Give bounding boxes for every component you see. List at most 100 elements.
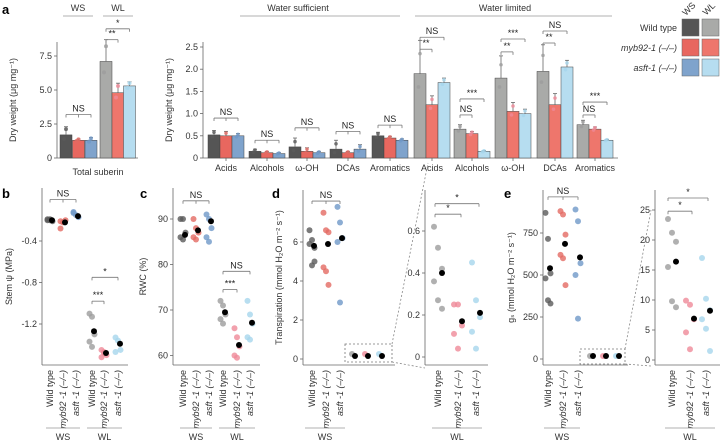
panel-e-inset-data-point <box>673 304 679 311</box>
data-point <box>521 113 526 118</box>
panel-e-x-label: asft -1 (–/–) <box>573 370 583 416</box>
panel-e-inset-data-point <box>673 238 679 245</box>
data-point <box>416 85 421 89</box>
panel-d-data-point <box>325 281 332 288</box>
panel-b-data-point <box>86 338 93 345</box>
bar-Alcohols-WL-myb <box>465 133 479 159</box>
data-point <box>116 84 120 89</box>
data-point <box>497 85 502 89</box>
panel-a2-y-label: Dry weight (μg mg⁻¹) <box>164 58 174 142</box>
x-label-Acids: Acids <box>215 163 238 173</box>
panel-e-inset-y-tick-label: 20 <box>640 235 650 245</box>
panel-c-mean-point <box>236 342 242 349</box>
sig-DCAs-label: NS <box>342 120 355 130</box>
panel-d-x-label: asft -1 (–/–) <box>335 370 345 416</box>
sig-Aromatics-label: *** <box>590 91 601 101</box>
legend-swatch-ws-wt <box>681 18 700 37</box>
panel-d-inset-data-point <box>431 278 437 285</box>
panel-e-zoom-connector <box>624 363 652 367</box>
panel-e-inset-data-point <box>699 316 705 323</box>
panel-e-inset-sig-label: * <box>678 200 682 210</box>
panel-d-inset-mean-point <box>477 309 483 316</box>
panel-e-inset-data-point <box>669 229 675 236</box>
data-point <box>456 129 461 133</box>
panel-b-x-label: myb92 -1 (–/–) <box>99 370 109 429</box>
panel-e-data-point <box>572 272 579 278</box>
panel-e-inset-data-point <box>687 346 693 353</box>
panel-d-y-tick-label: 0 <box>293 354 298 364</box>
data-point <box>102 70 106 75</box>
panel-d-data-point <box>337 299 343 306</box>
panel-b-sig-label: *** <box>93 290 104 300</box>
panel-e-y-label: gₛ (mmol H₂O m⁻² s⁻¹) <box>506 232 516 323</box>
data-point <box>212 130 216 135</box>
panel-e-inset-data-point <box>687 301 693 308</box>
panel-b-x-label: Wild type <box>45 370 55 407</box>
data-point <box>563 67 568 72</box>
x-label-Aromatics: Aromatics <box>370 163 411 173</box>
bar-Aromatics-WS-asft <box>395 139 409 159</box>
panel-e-x-label: Wild type <box>543 370 553 407</box>
panel-e-inset-y-tick-label: 10 <box>640 295 650 305</box>
data-point <box>541 53 545 58</box>
bar-ω-OH-WL-myb <box>506 111 520 159</box>
data-point <box>458 124 462 129</box>
bar-ω-OH-WS-wt <box>288 146 302 159</box>
panel-d-inset-y-tick-label: 0.6 <box>407 226 420 236</box>
panel-a2-y-tick-label: 0 <box>193 153 198 163</box>
panel-e-inset-data-point <box>683 297 689 304</box>
bar-Aromatics-WS-wt <box>371 135 385 159</box>
panel-c-mean-point <box>182 231 188 238</box>
panel-e-mean-point <box>590 353 596 359</box>
panel-e-inset-data-point <box>707 348 713 354</box>
panel-d-zoom-connector <box>391 162 429 345</box>
data-point <box>509 113 514 117</box>
bar-total-suberin-WS-asft <box>84 140 98 159</box>
panel-c-data-point <box>244 297 251 304</box>
sig-Acids-label: NS <box>426 26 439 36</box>
panel-d-inset-data-point <box>473 345 479 352</box>
panel-d-sig-label: NS <box>320 190 333 200</box>
panel-d-data-point <box>311 258 318 265</box>
panel-e-inset-y-tick-label: 15 <box>640 265 650 275</box>
data-point <box>234 134 239 139</box>
legend-label-myb: myb92-1 (–/–) <box>621 43 677 53</box>
panel-e-x-label: myb92 -1 (–/–) <box>558 370 568 429</box>
x-label-Alcohols: Alcohols <box>250 163 285 173</box>
data-point <box>440 82 445 87</box>
bar-total-suberin-WL-myb <box>111 92 125 159</box>
panel-a-y-label: Dry weight (μg mg⁻¹) <box>8 58 18 142</box>
panel-c-data-point <box>247 336 253 343</box>
panel-d-inset-data-point <box>439 265 445 272</box>
data-point <box>89 136 93 141</box>
panel-b-data-point <box>57 225 64 232</box>
section-header-water-sufficient: Water sufficient <box>267 3 329 13</box>
panel-b-data-point <box>117 346 124 353</box>
panel-c-y-tick-label: 90 <box>158 214 168 224</box>
sig-Acids-label: ** <box>422 38 430 48</box>
panel-d-inset-data-point <box>455 301 461 308</box>
data-point <box>344 151 349 156</box>
panel-d-data-point <box>323 268 329 275</box>
x-label-Alcohols: Alcohols <box>455 163 490 173</box>
bar-Alcohols-WL-wt <box>453 128 467 159</box>
panel-d-mean-point <box>311 242 317 249</box>
panel-c-sig-label: *** <box>225 279 236 289</box>
panel-b-data-point <box>57 218 64 225</box>
bar-Aromatics-WL-myb <box>588 128 602 159</box>
panel-c-data-point <box>234 354 240 361</box>
panel-d-data-point <box>306 240 313 247</box>
panel-c-data-point <box>206 238 212 245</box>
panel-c-data-point <box>190 216 197 222</box>
group-header-WL: WL <box>111 3 125 13</box>
panel-b-data-point <box>89 313 95 320</box>
panel-d-inset-condition-WL: WL <box>450 432 464 442</box>
panel-e-data-point <box>572 206 579 213</box>
panel-d-mean-point <box>339 235 345 242</box>
panel-b-x-label: asft -1 (–/–) <box>113 370 123 416</box>
panel-e-mean-point <box>577 254 583 261</box>
data-point <box>104 44 108 49</box>
panel-c-y-label: RWC (%) <box>138 258 148 296</box>
data-point <box>358 144 362 149</box>
panel-e-condition-WS: WS <box>555 432 570 442</box>
